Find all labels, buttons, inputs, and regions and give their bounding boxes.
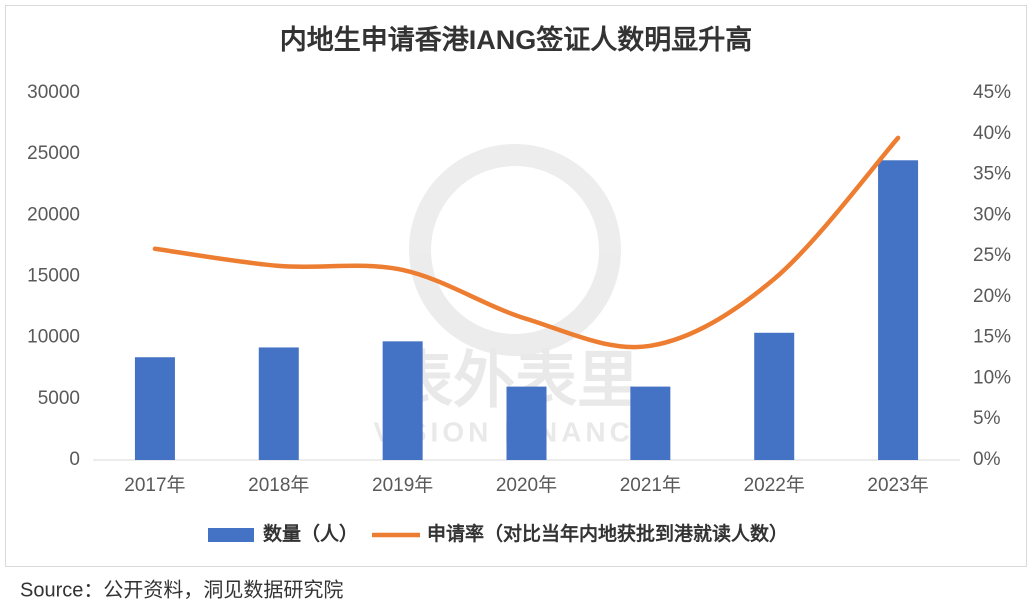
bar bbox=[878, 160, 919, 461]
y2-tick-label: 35% bbox=[973, 164, 1011, 185]
source-note: Source：公开资料，洞见数据研究院 bbox=[20, 578, 343, 601]
legend-swatch bbox=[208, 528, 254, 542]
y-tick-label: 20000 bbox=[27, 204, 80, 225]
bar bbox=[630, 386, 671, 460]
x-tick-label: 2022年 bbox=[744, 474, 805, 496]
y-tick-label: 10000 bbox=[27, 327, 80, 348]
y-tick-label: 0 bbox=[69, 449, 80, 470]
y-tick-label: 30000 bbox=[27, 82, 80, 103]
x-tick-label: 2020年 bbox=[496, 474, 557, 496]
x-tick-label: 2021年 bbox=[620, 474, 681, 496]
legend-label: 数量（人） bbox=[263, 522, 358, 545]
y2-tick-label: 45% bbox=[973, 82, 1011, 103]
y2-tick-label: 5% bbox=[973, 408, 1001, 429]
y-tick-label: 15000 bbox=[27, 266, 80, 287]
bar bbox=[134, 357, 175, 460]
bar bbox=[754, 332, 795, 460]
bar bbox=[258, 347, 299, 460]
legend-label: 申请率（对比当年内地获批到港就读人数） bbox=[427, 522, 788, 545]
bar bbox=[382, 341, 423, 460]
y-tick-label: 5000 bbox=[38, 388, 80, 409]
line bbox=[152, 135, 901, 350]
y2-tick-label: 10% bbox=[973, 367, 1011, 388]
y2-tick-label: 25% bbox=[973, 245, 1011, 266]
y2-tick-label: 15% bbox=[973, 327, 1011, 348]
y2-tick-label: 40% bbox=[973, 123, 1011, 144]
chart-title: 内地生申请香港IANG签证人数明显升高 bbox=[280, 24, 753, 55]
x-tick-label: 2018年 bbox=[248, 474, 309, 496]
y2-tick-label: 0% bbox=[973, 449, 1001, 470]
watermark-logo bbox=[409, 144, 621, 356]
x-tick-label: 2023年 bbox=[867, 474, 928, 496]
y-tick-label: 25000 bbox=[27, 143, 80, 164]
y2-tick-label: 20% bbox=[973, 286, 1011, 307]
bar bbox=[506, 386, 547, 460]
chart-frame bbox=[5, 5, 1027, 567]
x-tick-label: 2019年 bbox=[372, 474, 433, 496]
y2-tick-label: 30% bbox=[973, 204, 1011, 225]
x-tick-label: 2017年 bbox=[124, 474, 185, 496]
